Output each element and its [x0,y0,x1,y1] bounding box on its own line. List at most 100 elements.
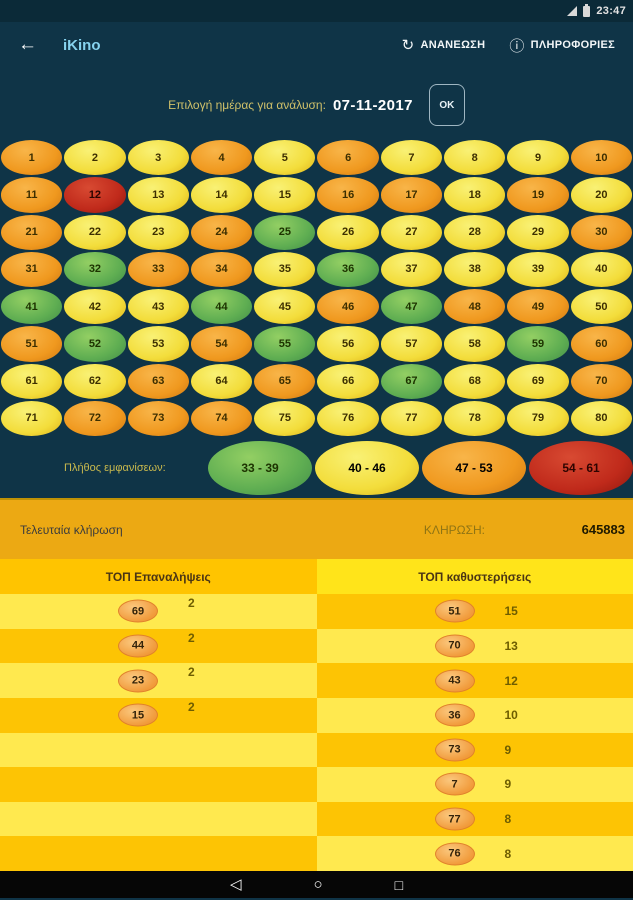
table-row: 73 9 [316,732,633,768]
back-arrow-icon[interactable]: ← [18,34,37,55]
grid-number-oval-36: 36 [317,251,379,287]
grid-number-oval-8: 8 [444,140,506,176]
table-row: 36 10 [316,697,633,733]
table-row: 76 8 [316,836,633,871]
refresh-label: ΑΝΑΝΕΩΣΗ [420,39,486,51]
top-repeats-rows: 69 2 44 2 23 2 15 2 [0,594,317,871]
date-select-label: Επιλογή ημέρας για ανάλυση: [168,98,326,112]
info-icon: ⓘ [509,37,525,55]
grid-number-oval-13: 13 [127,177,189,213]
grid-number-oval-18: 18 [444,177,506,213]
grid-number-oval-45: 45 [254,289,316,325]
table-row [0,836,317,871]
grid-number-oval-79: 79 [507,400,569,436]
grid-number-oval-34: 34 [190,251,253,287]
grid-number-oval-26: 26 [317,214,379,250]
grid-number-oval-2: 2 [64,140,126,176]
row-value: 8 [504,812,512,827]
top-delays-rows: 51 15 70 13 43 12 36 10 73 9 7 9 77 8 76 8 [316,594,633,871]
stats-tables: ΤΟΠ Επαναλήψεις 69 2 44 2 23 2 15 2 ΤΟΠ καθυστε… [0,559,633,871]
grid-number-oval-59: 59 [507,326,569,362]
grid-number-oval-19: 19 [507,177,569,213]
grid-number-oval-11: 11 [1,177,63,213]
grid-number-oval-38: 38 [444,251,506,287]
grid-number-oval-22: 22 [64,214,126,250]
grid-number-oval-49: 49 [507,289,569,325]
clock-text: 23:47 [596,5,626,17]
row-number-oval: 76 [434,842,475,866]
grid-number-oval-33: 33 [127,251,189,287]
grid-number-oval-16: 16 [317,177,379,213]
grid-number-oval-68: 68 [444,363,506,399]
nav-recents-icon[interactable]: □ [394,876,404,893]
grid-number-oval-78: 78 [444,400,506,436]
top-delays-table: ΤΟΠ καθυστερήσεις 51 15 70 13 43 12 36 10 73 9 7 9 7… [316,559,633,871]
grid-number-oval-54: 54 [190,326,253,362]
top-delays-header: ΤΟΠ καθυστερήσεις [316,559,633,594]
grid-number-oval-15: 15 [254,177,316,213]
grid-number-oval-47: 47 [380,289,443,325]
row-number-oval: 73 [434,738,475,762]
refresh-button[interactable]: ↻ ΑΝΑΝΕΩΣΗ [402,35,486,56]
row-number-oval: 77 [434,807,475,831]
grid-number-oval-52: 52 [64,326,126,362]
grid-number-oval-80: 80 [570,400,632,436]
grid-number-oval-41: 41 [1,289,63,325]
top-repeats-table: ΤΟΠ Επαναλήψεις 69 2 44 2 23 2 15 2 [0,559,317,871]
row-number-oval: 69 [118,599,158,623]
grid-number-oval-77: 77 [380,400,443,436]
grid-number-oval-69: 69 [507,363,569,399]
grid-number-oval-12: 12 [64,177,126,213]
table-row: 69 2 [0,594,317,629]
grid-number-oval-37: 37 [380,251,443,287]
row-value: 2 [188,665,195,680]
grid-number-oval-61: 61 [1,363,63,399]
grid-number-oval-20: 20 [570,177,632,213]
row-number-oval: 44 [118,634,158,658]
nav-home-icon[interactable]: ○ [313,876,323,893]
app-bar-actions: ↻ ΑΝΑΝΕΩΣΗ ⓘ ΠΛΗΡΟΦΟΡΙΕΣ [402,35,615,56]
grid-number-oval-3: 3 [127,140,189,176]
grid-number-oval-23: 23 [127,214,189,250]
grid-number-oval-74: 74 [190,400,253,436]
row-value: 15 [504,604,518,619]
ok-button[interactable]: ΟΚ [428,84,465,126]
table-row: 77 8 [316,801,633,837]
row-number-oval: 43 [434,669,475,693]
grid-number-oval-44: 44 [190,289,253,325]
table-row [0,767,317,802]
table-row: 15 2 [0,697,317,733]
grid-number-oval-6: 6 [317,140,379,176]
grid-number-oval-29: 29 [507,214,569,250]
top-repeats-header: ΤΟΠ Επαναλήψεις [0,559,317,594]
row-value: 10 [504,708,518,723]
selected-date[interactable]: 07-11-2017 [332,96,413,114]
nav-back-icon[interactable]: ◁ [229,876,242,893]
last-draw-bar: Τελευταία κλήρωση ΚΛΗΡΩΣΗ: 645883 [0,498,633,559]
table-row [0,801,317,837]
app-bar: ← iKino ↻ ΑΝΑΝΕΩΣΗ ⓘ ΠΛΗΡΟΦΟΡΙΕΣ [0,22,633,68]
grid-number-oval-76: 76 [317,400,379,436]
grid-number-oval-75: 75 [254,400,316,436]
row-value: 12 [504,673,518,688]
grid-number-oval-14: 14 [190,177,253,213]
row-value: 2 [188,699,195,714]
info-button[interactable]: ⓘ ΠΛΗΡΟΦΟΡΙΕΣ [509,35,615,56]
grid-number-oval-4: 4 [190,140,253,176]
row-number-oval: 51 [434,599,475,623]
grid-number-oval-31: 31 [1,251,63,287]
grid-number-oval-56: 56 [317,326,379,362]
android-nav-bar: ◁ ○ □ [0,871,633,898]
signal-icon [567,6,578,16]
legend-range-oval: 33 - 39 [208,441,312,495]
info-label: ΠΛΗΡΟΦΟΡΙΕΣ [530,39,615,51]
grid-number-oval-48: 48 [444,289,506,325]
table-row: 51 15 [316,594,633,629]
row-number-oval: 36 [434,703,475,727]
grid-number-oval-65: 65 [254,363,316,399]
grid-number-oval-67: 67 [380,363,443,399]
grid-number-oval-50: 50 [570,289,632,325]
grid-number-oval-27: 27 [380,214,443,250]
